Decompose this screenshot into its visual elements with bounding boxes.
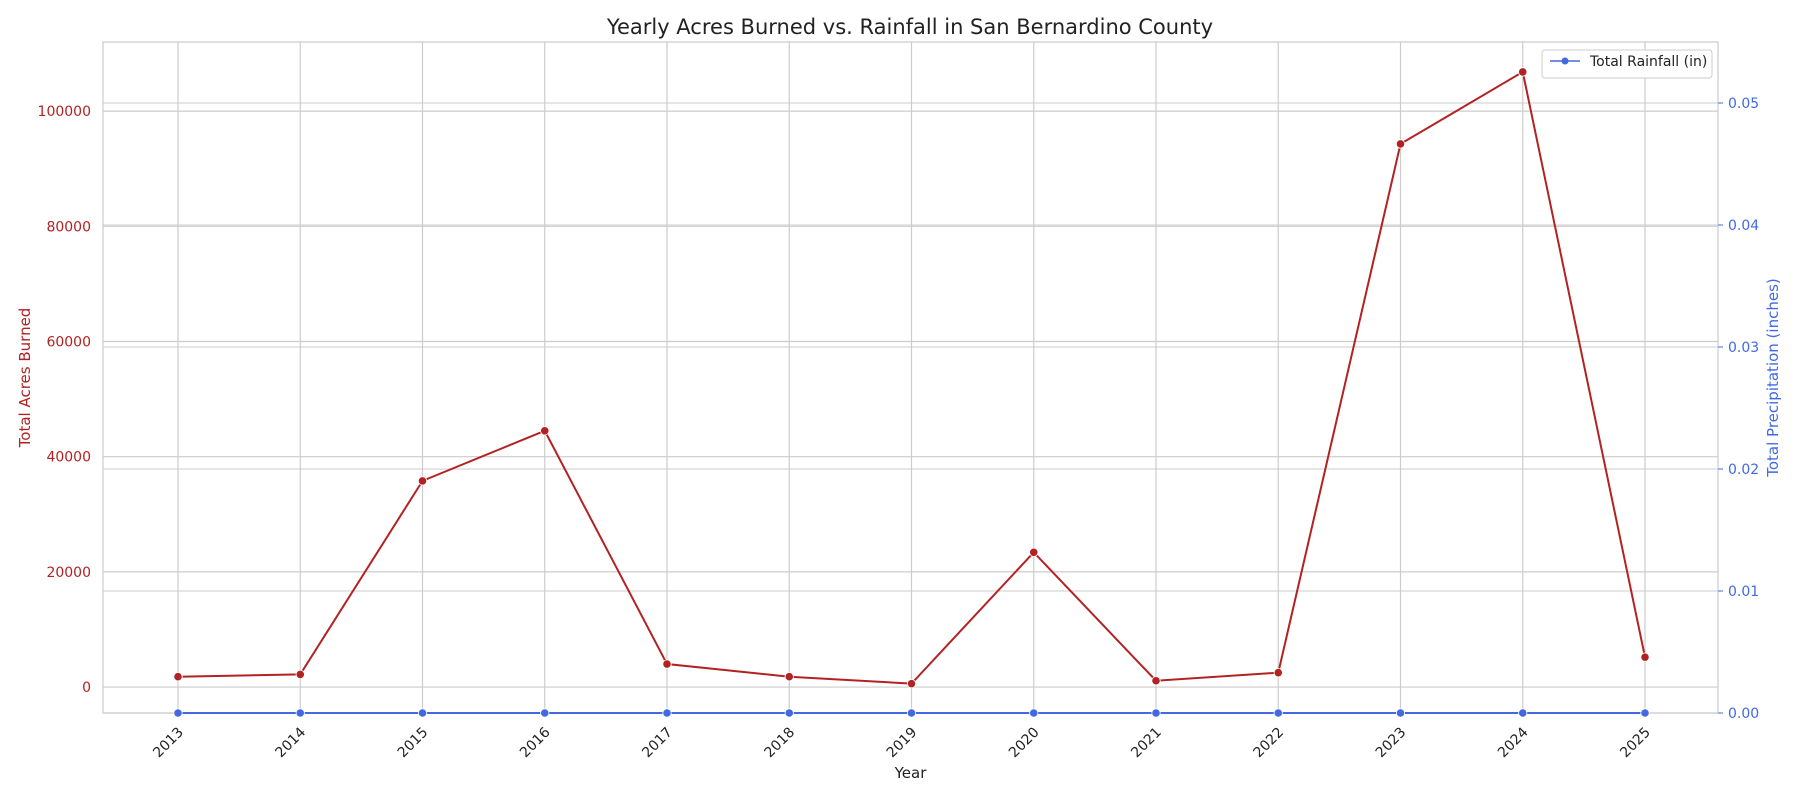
plot-frame — [102, 41, 1719, 714]
acres-point — [1273, 668, 1283, 678]
left-tick-label: 100000 — [38, 104, 91, 120]
right-tick-label: 0.03 — [1728, 340, 1759, 356]
left-axis-gridlines — [103, 110, 1718, 688]
left-tick-label: 40000 — [46, 450, 91, 466]
acres-point — [540, 426, 550, 436]
right-y-axis-label: Total Precipitation (inches) — [1764, 278, 1782, 478]
x-axis-label: Year — [894, 764, 928, 782]
right-axis-ticks: 0.00 0.01 0.02 0.03 0.04 0.05 — [1718, 96, 1759, 722]
series-acres-burned — [173, 67, 1650, 689]
acres-point — [1029, 547, 1039, 557]
rainfall-point — [1640, 708, 1650, 718]
right-tick-label: 0.00 — [1728, 706, 1759, 722]
right-tick-label: 0.02 — [1728, 462, 1759, 478]
left-tick-label: 0 — [82, 680, 91, 696]
right-tick-label: 0.05 — [1728, 96, 1759, 112]
x-tick-label: 2023 — [1373, 725, 1410, 762]
left-axis-ticks: 0 20000 40000 60000 80000 100000 — [38, 104, 91, 696]
x-tick-label: 2013 — [150, 725, 187, 762]
right-tick-label: 0.01 — [1728, 584, 1759, 600]
x-tick-label: 2020 — [1006, 725, 1043, 762]
acres-point — [1518, 67, 1528, 77]
x-tick-label: 2022 — [1251, 725, 1288, 762]
rainfall-point — [173, 708, 183, 718]
acres-point — [1151, 676, 1161, 686]
acres-point — [295, 669, 305, 680]
x-tick-label: 2017 — [639, 725, 676, 762]
left-tick-label: 60000 — [46, 335, 91, 351]
right-axis-gridlines — [103, 102, 1718, 714]
rainfall-point — [1273, 708, 1283, 718]
chart-title: Yearly Acres Burned vs. Rainfall in San … — [606, 15, 1213, 39]
acres-point — [906, 679, 917, 689]
x-tick-label: 2019 — [884, 725, 921, 762]
acres-point — [173, 672, 183, 682]
x-tick-label: 2025 — [1617, 725, 1654, 762]
left-y-axis-label: Total Acres Burned — [16, 308, 34, 449]
series-rainfall — [173, 708, 1650, 718]
legend-entry-rainfall: Total Rainfall (in) — [1589, 54, 1707, 70]
acres-point — [417, 476, 428, 486]
left-tick-label: 20000 — [46, 565, 91, 581]
x-axis-ticks: 2013 2014 2015 2016 2017 2018 2019 2020 2021 2022… — [150, 724, 1654, 761]
legend: Total Rainfall (in) — [1541, 49, 1713, 79]
acres-point — [1395, 139, 1406, 149]
rainfall-point — [784, 708, 794, 718]
acres-point — [662, 659, 672, 669]
legend-box — [1541, 49, 1713, 79]
acres-point — [784, 672, 794, 682]
rainfall-point — [1518, 708, 1528, 718]
rainfall-point — [295, 708, 305, 718]
legend-marker-sample — [1561, 57, 1569, 65]
left-tick-label: 80000 — [46, 219, 91, 235]
x-tick-label: 2015 — [395, 725, 432, 762]
rainfall-point — [1151, 708, 1161, 718]
x-tick-label: 2016 — [517, 724, 554, 761]
rainfall-point — [662, 708, 672, 718]
rainfall-point — [1395, 708, 1406, 718]
x-tick-label: 2018 — [762, 725, 799, 762]
right-tick-label: 0.04 — [1728, 218, 1759, 234]
x-axis-gridlines — [177, 42, 1646, 713]
x-tick-label: 2021 — [1128, 725, 1165, 762]
x-tick-label: 2014 — [273, 724, 310, 761]
rainfall-point — [1029, 708, 1039, 718]
rainfall-point — [417, 708, 428, 718]
rainfall-point — [906, 708, 917, 718]
rainfall-point — [540, 708, 550, 718]
x-tick-label: 2024 — [1495, 724, 1532, 761]
acres-point — [1640, 652, 1650, 662]
